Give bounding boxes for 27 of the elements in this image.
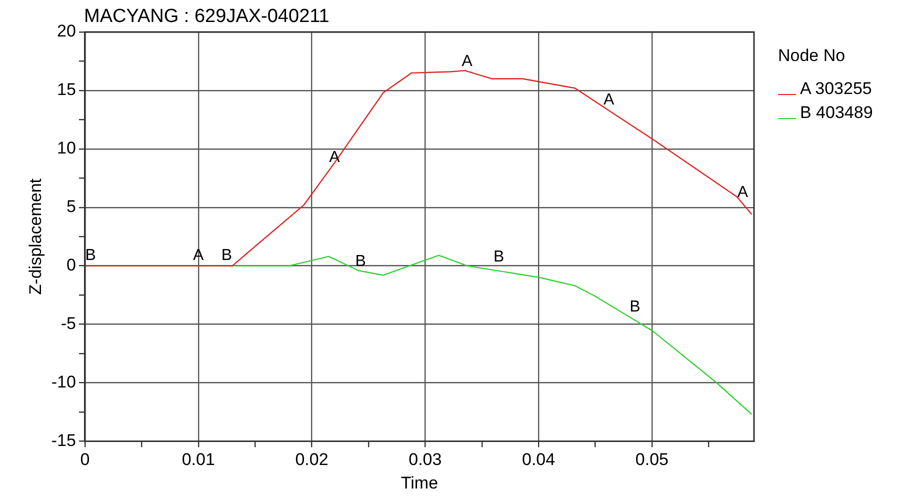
legend-label: B 403489 <box>800 103 873 122</box>
x-tick-label: 0.04 <box>522 450 556 470</box>
y-tick-label: -5 <box>60 314 76 333</box>
y-axis-title: Z-displacement <box>26 178 45 295</box>
y-tick-label: 10 <box>57 138 76 158</box>
legend-label: A 303255 <box>800 79 872 98</box>
legend-title: Node No <box>778 46 846 66</box>
y-tick-label: -15 <box>51 430 76 450</box>
x-tick-label: 0.02 <box>295 450 328 470</box>
y-tick-label: 5 <box>66 197 76 216</box>
annotation: A <box>737 184 748 202</box>
x-tick-label: 0 <box>80 450 90 470</box>
x-tick-label: 0.01 <box>182 450 215 470</box>
y-tick-label: 0 <box>66 256 76 275</box>
annotation: B <box>221 247 232 264</box>
x-axis-title: Time <box>400 473 438 492</box>
y-tick-label: 15 <box>57 80 76 100</box>
y-tick-label: 20 <box>57 22 76 41</box>
x-tick-label: 0.05 <box>635 450 668 470</box>
annotation: B <box>494 248 504 266</box>
y-tick-label: -10 <box>51 372 76 392</box>
annotation: B <box>630 298 640 316</box>
x-tick-label: 0.03 <box>408 450 442 470</box>
chart-title: MACYANG : 629JAX-040211 <box>84 6 330 28</box>
annotation: B <box>85 247 96 264</box>
annotation: A <box>462 53 473 70</box>
annotation: A <box>604 92 615 109</box>
